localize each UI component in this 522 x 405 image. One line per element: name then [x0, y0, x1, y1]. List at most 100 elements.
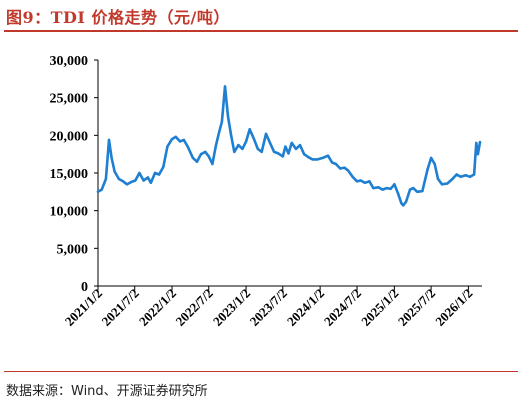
data-point [339, 167, 342, 170]
data-point [429, 156, 433, 160]
y-tick-label: 5,000 [57, 242, 89, 257]
data-point [381, 188, 384, 191]
data-point [191, 156, 195, 160]
data-point [149, 181, 153, 184]
data-point [351, 175, 354, 178]
data-point [478, 140, 482, 144]
data-point [298, 143, 302, 147]
series-line [96, 85, 482, 207]
data-point [207, 155, 210, 158]
data-point [294, 147, 298, 151]
data-point [468, 175, 472, 178]
data-point [433, 162, 436, 166]
data-point [408, 188, 412, 191]
data-point [178, 140, 182, 143]
data-point [195, 160, 199, 163]
data-point [343, 166, 346, 169]
x-tick-label: 2025/1/2 [358, 286, 401, 329]
source-divider [4, 371, 518, 372]
data-point [182, 138, 185, 142]
data-point [142, 179, 145, 182]
y-tick-label: 15,000 [50, 167, 89, 182]
data-point [121, 180, 125, 183]
data-point [130, 180, 133, 184]
data-point [284, 145, 287, 148]
data-point [170, 137, 174, 141]
data-point [166, 145, 169, 148]
data-point [268, 141, 272, 145]
source-note: 数据来源：Wind、开源证券研究所 [6, 384, 208, 399]
x-tick-label: 2023/7/2 [247, 286, 290, 329]
data-point [426, 168, 429, 171]
y-axis: 0 5,000 10,000 15,000 20,000 25,000 30,000 [50, 54, 99, 295]
data-point [264, 132, 268, 135]
data-point [256, 147, 259, 151]
y-tick-label: 10,000 [50, 205, 89, 220]
data-point [146, 176, 150, 179]
data-point [359, 179, 362, 182]
price-line-chart: 0 5,000 10,000 15,000 20,000 25,000 30,000 202… [50, 54, 482, 329]
data-point [226, 115, 230, 118]
data-point [355, 180, 359, 183]
data-point [472, 173, 476, 176]
data-point [316, 158, 319, 161]
data-point [347, 169, 350, 172]
data-point [404, 200, 408, 203]
x-tick-label: 2022/1/2 [136, 286, 179, 329]
data-point [211, 162, 214, 166]
data-point [326, 154, 330, 157]
data-point [277, 152, 280, 155]
data-point [396, 192, 400, 195]
y-tick-label: 20,000 [50, 129, 89, 144]
data-point [412, 186, 415, 190]
data-point [162, 165, 165, 169]
data-point [307, 156, 310, 159]
data-point [217, 132, 220, 135]
data-point [393, 183, 396, 186]
data-point [220, 120, 224, 124]
data-point [229, 134, 233, 137]
data-point [330, 161, 334, 164]
y-tick-label: 30,000 [50, 54, 89, 69]
data-point [476, 153, 480, 156]
data-point [244, 140, 248, 143]
data-point [252, 137, 256, 141]
data-point [260, 150, 263, 154]
data-point [117, 177, 121, 181]
data-point [248, 128, 251, 131]
data-point [237, 143, 240, 147]
data-point [451, 177, 454, 181]
x-tick-label: 2024/1/2 [284, 286, 327, 329]
data-point [402, 204, 405, 207]
data-point [436, 177, 440, 181]
data-point [385, 186, 388, 190]
data-point [153, 171, 157, 175]
data-point [446, 182, 449, 185]
data-point [455, 173, 458, 176]
x-tick-label: 2025/7/2 [395, 286, 438, 329]
data-point [464, 174, 467, 177]
data-point [372, 186, 375, 190]
data-point [302, 153, 306, 156]
x-tick-label: 2022/7/2 [173, 286, 216, 329]
figure-header: 图9：TDI 价格走势（元/吨） [0, 0, 522, 34]
data-point [204, 150, 207, 154]
data-point [400, 201, 403, 205]
data-point [377, 186, 380, 189]
data-point [223, 85, 227, 88]
data-point [138, 171, 141, 175]
data-point [233, 150, 236, 154]
title-underline [4, 30, 518, 32]
data-point [186, 145, 189, 148]
data-point [421, 189, 424, 193]
y-tick-label: 0 [81, 280, 88, 295]
figure-title: 图9：TDI 价格走势（元/吨） [6, 8, 230, 27]
data-point [157, 173, 161, 176]
data-point [368, 180, 371, 183]
data-point [96, 190, 100, 193]
data-point [241, 147, 244, 151]
data-point [174, 135, 177, 138]
data-point [100, 188, 103, 191]
data-point [107, 138, 111, 142]
y-tick-label: 25,000 [50, 92, 89, 107]
